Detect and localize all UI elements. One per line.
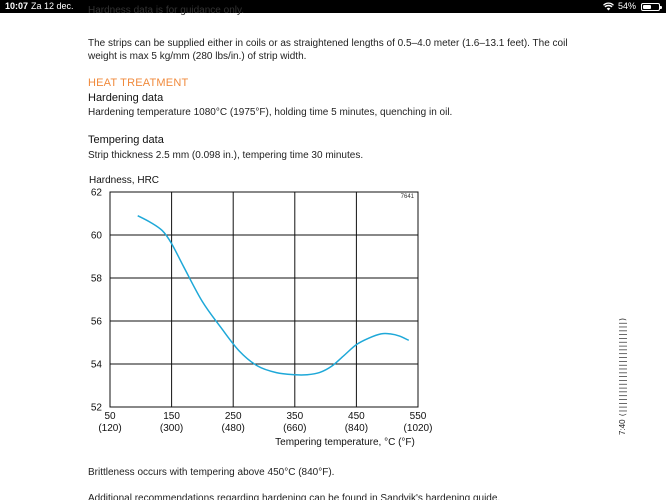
cut-off-text-line: Hardness data is for guidance only. [88, 5, 245, 16]
chart-svg: Hardness, HRC 7641 Tempering temperature… [89, 175, 433, 448]
status-bar: 10:07 Za 12 dec. 54% [0, 0, 666, 13]
tempering-hardness-chart: Hardness, HRC 7641 Tempering temperature… [80, 170, 440, 455]
battery-percentage: 54% [617, 1, 636, 11]
status-right-group: 54% [603, 0, 662, 13]
status-time: 10:07 [5, 1, 29, 11]
wifi-icon [603, 2, 614, 11]
edge-vertical-text: 7:40 (||||||||||||||||||||||||) [618, 318, 627, 435]
battery-icon [641, 2, 662, 11]
x-tick-sublabel: (480) [222, 423, 245, 434]
series-points [137, 215, 410, 376]
strips-paragraph: The strips can be supplied either in coi… [88, 38, 568, 62]
x-tick-label: 150 [163, 411, 180, 422]
x-tick-label: 250 [225, 411, 242, 422]
chart-grid [109, 191, 419, 408]
y-tick-label: 60 [91, 231, 103, 242]
hardening-data-heading: Hardening data [88, 92, 164, 104]
x-tick-label: 50 [104, 411, 116, 422]
y-tick-label: 62 [91, 188, 103, 199]
chart-title: Hardness, HRC [89, 175, 159, 186]
chart-ticks: 50(120) 150(300) 250(480) 350(660) 450(840) 5… [91, 188, 433, 435]
hardening-data-text: Hardening temperature 1080°C (1975°F), h… [88, 107, 453, 118]
edge-number: 7:40 [618, 419, 627, 435]
x-tick-label: 350 [286, 411, 303, 422]
x-tick-sublabel: (840) [345, 423, 368, 434]
heat-treatment-heading: HEAT TREATMENT [88, 77, 189, 89]
chart-figure-id: 7641 [401, 194, 415, 200]
status-date: Za 12 dec. [31, 1, 74, 11]
chart-x-axis-label: Tempering temperature, °C (°F) [275, 437, 415, 448]
y-tick-label: 52 [91, 403, 103, 414]
x-tick-label: 550 [410, 411, 427, 422]
x-tick-label: 450 [348, 411, 365, 422]
y-tick-label: 54 [91, 360, 103, 371]
battery-fill [643, 4, 652, 9]
edge-barcode: (||||||||||||||||||||||||) [618, 317, 627, 418]
series-line [137, 214, 410, 376]
chart-frame [109, 191, 419, 408]
y-tick-label: 56 [91, 317, 103, 328]
x-tick-sublabel: (1020) [404, 423, 433, 434]
tempering-data-heading: Tempering data [88, 134, 164, 146]
bottom-cut-off-text: Additional recommendations regarding har… [88, 493, 501, 500]
x-tick-sublabel: (300) [160, 423, 183, 434]
x-tick-sublabel: (120) [98, 423, 121, 434]
brittleness-text: Brittleness occurs with tempering above … [88, 467, 335, 478]
x-tick-sublabel: (660) [283, 423, 306, 434]
tempering-data-text: Strip thickness 2.5 mm (0.098 in.), temp… [88, 150, 364, 161]
y-tick-label: 58 [91, 274, 103, 285]
